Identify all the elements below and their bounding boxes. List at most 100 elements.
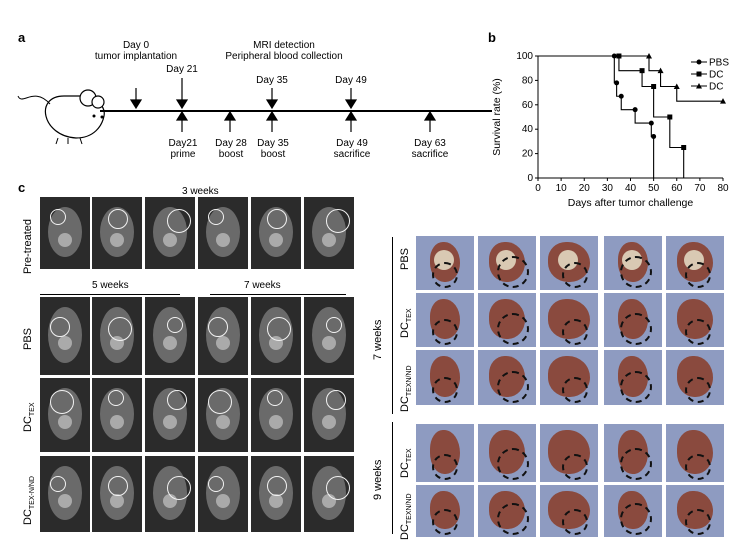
tumor-photo <box>478 350 536 405</box>
tumor-photo <box>604 350 662 405</box>
photo9-row-label-dctex: DCTEX <box>399 448 414 478</box>
series-point <box>720 98 726 104</box>
tumor-photo <box>540 293 598 347</box>
mri-image <box>304 197 354 269</box>
group-label-9weeks: 9 weeks <box>372 459 384 500</box>
top-label-day49: Day 49 <box>335 75 367 86</box>
mri-image <box>145 297 195 375</box>
legend-marker <box>696 83 702 89</box>
tumor-photo <box>604 424 662 482</box>
y-tick-label: 40 <box>522 124 534 135</box>
x-tick-label: 70 <box>694 183 706 194</box>
mri-image <box>92 197 142 269</box>
week5-bracket <box>40 294 180 295</box>
tumor-photo <box>478 236 536 290</box>
legend-marker <box>696 59 702 65</box>
tumor-photo <box>540 485 598 537</box>
mri-image <box>92 378 142 452</box>
y-tick-label: 0 <box>527 173 533 184</box>
tumor-photo <box>666 293 724 347</box>
tumor-photo <box>666 236 724 290</box>
mri-image <box>198 197 248 269</box>
x-tick-label: 30 <box>602 183 614 194</box>
bottom-label-day63: Day 63 sacrifice <box>411 138 449 160</box>
photo-row-label-pbs: PBS <box>399 247 411 270</box>
series-point <box>632 107 638 113</box>
mri-image <box>251 197 301 269</box>
series-point <box>673 83 680 89</box>
photo-row-label-dctexnind: DCTEXN/ND <box>399 365 414 412</box>
tumor-photo <box>416 236 474 290</box>
tumor-photo <box>540 424 598 482</box>
tumor-photo <box>540 350 598 405</box>
mri-image <box>251 456 301 532</box>
timeline-axis <box>100 110 492 112</box>
bottom-label-day35: Day 35 boost <box>257 138 289 160</box>
mri-image <box>198 378 248 452</box>
mri-image <box>198 297 248 375</box>
group-label-7weeks: 7 weeks <box>372 319 384 360</box>
mri-image <box>40 297 90 375</box>
y-tick-label: 60 <box>522 100 534 111</box>
x-tick-label: 40 <box>625 183 637 194</box>
mri-image <box>92 297 142 375</box>
group7-bracket <box>392 237 393 414</box>
tumor-photo <box>478 424 536 482</box>
row-label-pretreated: Pre-treated <box>22 218 34 274</box>
top-label-day21: Day 21 <box>166 64 198 75</box>
series-point <box>614 80 620 86</box>
panel-a-letter: a <box>18 30 26 45</box>
x-tick-label: 80 <box>717 183 729 194</box>
row-label-pbs: PBS <box>22 327 34 350</box>
tumor-photo <box>478 293 536 347</box>
y-tick-label: 100 <box>516 51 533 62</box>
legend-label: DC <box>709 82 723 93</box>
panel-b-letter: b <box>488 30 496 45</box>
tumor-photo <box>416 293 474 347</box>
tumor-photo <box>416 424 474 482</box>
mri-image <box>251 297 301 375</box>
series-point <box>646 53 652 59</box>
x-tick-label: 20 <box>579 183 591 194</box>
series-point <box>657 67 664 74</box>
photo9-row-label-dctexnind: DCTEXN/ND <box>399 493 414 540</box>
mri-image <box>198 456 248 532</box>
series-point <box>648 120 654 126</box>
mri-image <box>304 297 354 375</box>
panel-c-5weeks: 5 weeks <box>92 280 129 291</box>
tumor-photo <box>416 485 474 537</box>
mouse-illustration <box>17 89 105 145</box>
bottom-label-day49: Day 49 sacrifice <box>333 138 371 160</box>
panel-c-3weeks: 3 weeks <box>182 186 219 197</box>
legend-label: PBS <box>709 58 729 69</box>
tumor-photo <box>666 350 724 405</box>
mri-image <box>304 456 354 532</box>
tumor-photo <box>604 293 662 347</box>
week7-bracket <box>210 294 346 295</box>
bottom-label-day28: Day 28 boost <box>215 138 247 160</box>
series-point <box>651 84 657 89</box>
panel-c-letter: c <box>18 180 26 195</box>
survival-chart: 0 10 20 30 40 50 60 70 80 0 20 40 60 80 100 Days after … <box>491 51 729 209</box>
mri-image <box>251 378 301 452</box>
tumor-photo <box>478 485 536 537</box>
top-label-mri: MRI detection Peripheral blood collectio… <box>225 40 343 62</box>
y-tick-label: 20 <box>522 149 534 160</box>
mri-image <box>145 197 195 269</box>
tumor-photo <box>604 236 662 290</box>
series-line-0 <box>538 55 655 178</box>
group9-bracket <box>392 422 393 534</box>
legend-label: DC <box>709 70 723 81</box>
tumor-photo <box>416 350 474 405</box>
mri-image <box>40 197 90 269</box>
tumor-photo <box>540 236 598 290</box>
x-axis-label: Days after tumor challenge <box>568 197 694 209</box>
panel-c-7weeks: 7 weeks <box>244 280 281 291</box>
y-axis-label: Survival rate (%) <box>491 78 503 156</box>
mri-image <box>304 378 354 452</box>
x-tick-label: 10 <box>556 183 568 194</box>
mri-image <box>40 456 90 532</box>
top-label-day35: Day 35 <box>256 75 288 86</box>
row-label-dctex: DCTEX <box>22 402 37 432</box>
tumor-photo <box>666 424 724 482</box>
